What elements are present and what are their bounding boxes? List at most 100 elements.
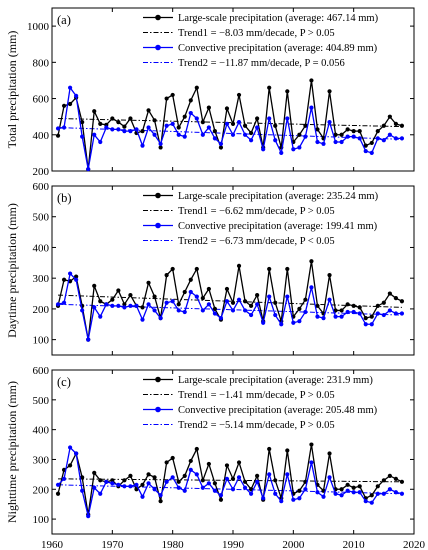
data-point [399,479,405,484]
data-point [170,299,175,304]
data-point [98,491,103,496]
data-point [339,493,344,498]
data-point [212,136,217,141]
x-tick-label: 1960 [41,539,64,550]
data-point [285,89,290,94]
y-tick-label: 200 [33,166,50,178]
data-point [68,271,73,276]
series-line-2 [57,446,403,517]
data-point [122,484,127,489]
data-point [279,499,284,504]
data-point [249,130,254,136]
series-line-2 [57,86,402,170]
data-point [351,485,356,490]
data-point [230,308,236,313]
data-point [176,485,181,490]
data-point [255,302,260,307]
y-tick-label: 200 [33,304,50,316]
data-point [212,129,217,134]
data-point [194,446,199,452]
data-point [242,485,248,490]
legend-label: Convective precipitation (average: 404.8… [178,43,378,54]
data-point [61,103,67,108]
data-point [267,294,272,299]
data-point [182,134,187,139]
data-point [273,491,278,496]
data-point [327,89,332,94]
data-point [80,308,85,313]
data-point [387,291,392,296]
data-point [230,487,236,492]
data-point [128,116,133,121]
data-point [140,305,145,310]
data-point [351,490,356,495]
data-point [98,478,103,483]
data-point [345,488,350,493]
data-point [164,479,169,484]
x-tick-label: 2010 [343,539,366,550]
data-point [357,484,362,489]
data-point [110,478,115,483]
data-point [194,472,199,477]
data-point [309,442,314,447]
data-point [242,479,248,484]
data-point [224,463,230,468]
data-point [327,451,332,456]
legend-swatch-marker [155,406,161,413]
data-point [309,259,314,264]
data-point [236,297,242,302]
data-point [393,311,398,316]
data-point [122,305,127,310]
legend-label: Trend1 = −1.41 mm/decade, P > 0.05 [178,390,335,401]
data-point [285,116,290,121]
legend-label: Trend2 = −5.14 mm/decade, P > 0.05 [178,420,335,431]
data-point [182,473,187,478]
data-point [369,493,374,498]
data-point [218,316,224,321]
panel-label: (c) [57,375,71,389]
data-point [61,476,67,481]
data-point [399,299,405,304]
data-point [333,314,338,319]
data-point [68,101,73,107]
data-point [291,320,296,325]
data-point [68,445,73,450]
data-point [92,485,97,490]
data-point [188,110,193,116]
data-point [152,308,157,313]
data-point [351,129,356,134]
data-point [255,292,260,298]
data-point [224,476,230,481]
trend-line-1 [58,294,402,308]
data-point [345,482,350,487]
data-point [188,467,193,472]
data-point [200,485,205,490]
data-point [399,311,405,316]
data-point [242,308,248,313]
series-line-1 [57,261,403,340]
data-point [74,451,79,456]
legend-label: Trend2 = −11.87 mm/decade, P = 0.056 [178,58,345,69]
data-point [224,121,230,127]
data-point [273,123,278,128]
data-point [267,446,272,452]
data-point [152,487,157,492]
data-point [303,123,308,128]
legend-label: Trend1 = −6.62 mm/decade, P > 0.05 [178,206,335,217]
data-point [224,106,230,111]
data-point [116,127,121,132]
data-point [242,123,248,128]
data-point [188,98,193,103]
data-point [116,303,121,308]
data-point [152,475,157,480]
data-point [104,302,109,307]
data-point [369,140,374,146]
data-point [315,490,320,495]
data-point [194,266,199,272]
data-point [224,286,230,292]
data-point [261,147,266,152]
data-point [297,319,302,324]
data-point [188,277,193,282]
data-point [375,129,380,134]
data-point [249,491,254,496]
